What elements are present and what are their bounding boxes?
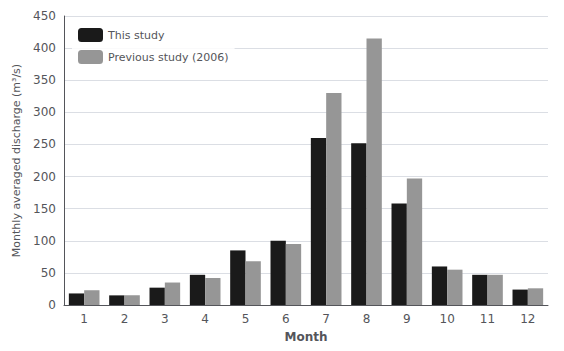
svg-text:7: 7 <box>322 312 330 326</box>
svg-text:Month: Month <box>284 330 327 344</box>
svg-text:100: 100 <box>33 234 56 248</box>
svg-text:12: 12 <box>520 312 535 326</box>
svg-text:2: 2 <box>121 312 129 326</box>
svg-text:350: 350 <box>33 73 56 87</box>
svg-text:6: 6 <box>282 312 290 326</box>
svg-text:50: 50 <box>41 266 56 280</box>
svg-text:0: 0 <box>48 298 56 312</box>
svg-text:Previous study (2006): Previous study (2006) <box>108 51 229 64</box>
svg-text:250: 250 <box>33 137 56 151</box>
svg-text:450: 450 <box>33 9 56 23</box>
svg-text:8: 8 <box>363 312 371 326</box>
svg-text:10: 10 <box>440 312 455 326</box>
svg-text:3: 3 <box>161 312 169 326</box>
svg-text:9: 9 <box>403 312 411 326</box>
svg-text:200: 200 <box>33 170 56 184</box>
svg-text:300: 300 <box>33 105 56 119</box>
svg-text:This study: This study <box>107 29 165 42</box>
svg-text:400: 400 <box>33 41 56 55</box>
svg-text:150: 150 <box>33 202 56 216</box>
svg-text:11: 11 <box>480 312 495 326</box>
svg-text:4: 4 <box>201 312 209 326</box>
svg-text:1: 1 <box>80 312 88 326</box>
svg-text:5: 5 <box>242 312 250 326</box>
svg-text:Monthly averaged discharge (m³: Monthly averaged discharge (m³/s) <box>10 64 23 257</box>
